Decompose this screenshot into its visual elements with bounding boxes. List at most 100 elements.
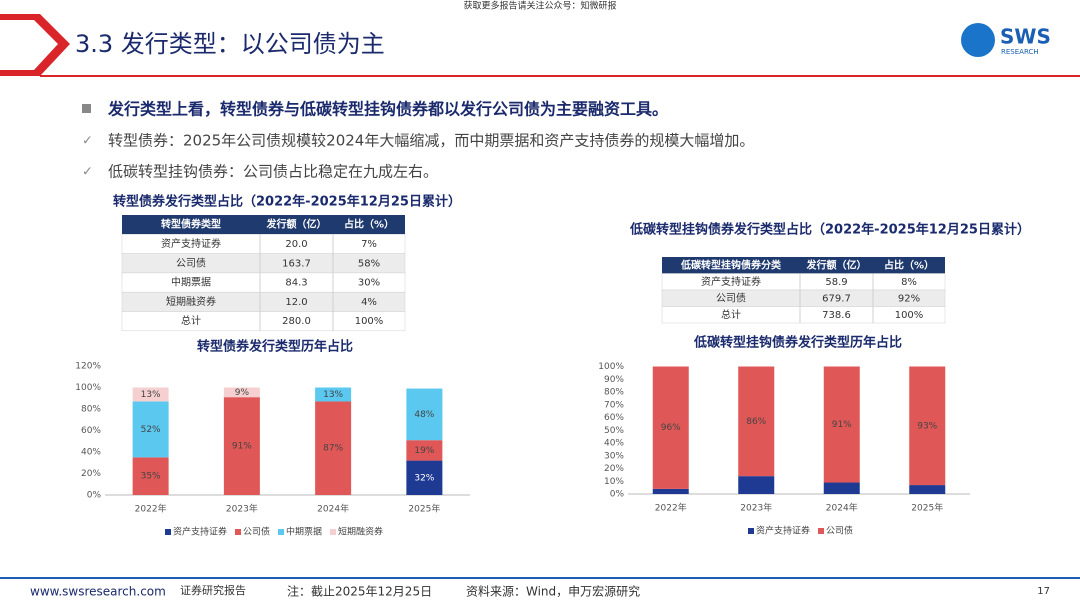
bar-segment: [406, 460, 443, 495]
table-cell: 公司债: [716, 291, 746, 304]
bullet: 发行类型上看，转型债券与低碳转型挂钩债券都以发行公司债为主要融资工具。: [107, 100, 668, 119]
table-header-cell: 占比（%）: [344, 218, 394, 231]
table-cell: 58%: [358, 258, 380, 269]
x-tick-label: 2024年: [826, 502, 858, 514]
legend-label: 中期票据: [286, 526, 322, 538]
bar-segment: [132, 401, 169, 458]
y-tick-label: 100%: [75, 383, 101, 393]
table-header-cell: 发行额（亿）: [266, 218, 327, 231]
table-header-cell: 占比（%）: [884, 258, 934, 271]
table-row-bg: [661, 306, 946, 324]
footer-site: www.swsresearch.com: [30, 585, 166, 599]
y-tick-label: 40%: [604, 439, 624, 449]
data-label: 48%: [414, 410, 434, 420]
chart-title: 转型债券发行类型历年占比: [197, 339, 353, 355]
logo-icon: [961, 23, 995, 57]
bar-segment: [132, 457, 169, 495]
data-label: 91%: [832, 420, 852, 430]
y-tick-label: 10%: [604, 477, 624, 487]
table-cell: 92%: [898, 293, 920, 304]
legend-label: 公司债: [826, 525, 853, 537]
y-tick-label: 20%: [604, 464, 624, 474]
y-tick-label: 50%: [604, 426, 624, 436]
y-tick-label: 60%: [81, 426, 101, 436]
legend-label: 资产支持证券: [756, 525, 810, 537]
y-tick-label: 100%: [598, 362, 624, 372]
table-cell: 总计: [181, 314, 201, 327]
data-label: 19%: [414, 446, 434, 456]
data-label: 52%: [141, 425, 161, 435]
data-label: 96%: [661, 423, 681, 433]
data-label: 91%: [232, 442, 252, 452]
data-label: 87%: [323, 444, 343, 454]
bar-segment: [223, 387, 260, 398]
y-tick-label: 80%: [604, 388, 624, 398]
bar-segment: [652, 488, 689, 494]
data-label: 86%: [746, 417, 766, 427]
legend-swatch: [278, 529, 284, 535]
bar-segment: [909, 366, 946, 486]
footer-source: 资料来源：Wind，申万宏源研究: [466, 584, 640, 599]
logo: SWS: [1000, 25, 1051, 49]
table-header-bg: [662, 257, 945, 274]
footer-note: 注：截止2025年12月25日: [287, 584, 432, 599]
table-cell: 280.0: [282, 316, 311, 327]
y-tick-label: 0%: [87, 491, 102, 501]
table-cell: 738.6: [822, 310, 851, 321]
table-cell: 20.0: [285, 239, 307, 250]
chart-title: 低碳转型挂钩债券发行类型历年占比: [693, 335, 902, 351]
footer-kind: 证券研究报告: [180, 583, 246, 597]
table-cell: 58.9: [825, 277, 847, 288]
bar-segment: [909, 485, 946, 494]
y-tick-label: 80%: [81, 405, 101, 415]
y-tick-label: 0%: [610, 490, 625, 500]
table-title: 转型债券发行类型占比（2022年-2025年12月25日累计）: [113, 194, 461, 210]
table-header-cell: 转型债券类型: [161, 218, 221, 231]
table-cell: 163.7: [282, 258, 311, 269]
table-cell: 12.0: [285, 297, 307, 308]
legend-label: 公司债: [243, 526, 270, 538]
bar-segment: [132, 387, 169, 402]
legend-swatch: [818, 528, 824, 534]
table-cell: 679.7: [822, 293, 851, 304]
x-tick-label: 2025年: [911, 502, 943, 514]
bullet: 转型债券：2025年公司债规模较2024年大幅缩减，而中期票据和资产支持债券的规…: [108, 132, 754, 150]
legend-label: 短期融资券: [338, 526, 383, 538]
bar-segment: [406, 388, 443, 441]
table-cell: 资产支持证券: [701, 275, 761, 288]
legend-swatch: [235, 529, 241, 535]
bar-segment: [315, 401, 352, 495]
bar-segment: [652, 366, 689, 489]
bar-segment: [738, 366, 775, 477]
data-label: 13%: [141, 390, 161, 400]
y-tick-label: 40%: [81, 448, 101, 458]
table-cell: 7%: [361, 239, 377, 250]
data-label: 9%: [235, 388, 250, 398]
bar-segment: [823, 482, 860, 494]
watermark: 获取更多报告请关注公众号：知微研报: [463, 0, 616, 12]
table-cell: 总计: [721, 308, 741, 321]
data-label: 35%: [141, 472, 161, 482]
table-cell: 资产支持证券: [161, 237, 221, 250]
x-tick-label: 2022年: [135, 503, 167, 515]
table-cell: 84.3: [285, 278, 307, 289]
logo-sub: RESEARCH: [1001, 48, 1039, 56]
x-tick-label: 2024年: [317, 503, 349, 515]
y-tick-label: 70%: [604, 400, 624, 410]
table-cell: 100%: [895, 310, 924, 321]
legend-swatch: [330, 529, 336, 535]
bullet: 低碳转型挂钩债券：公司债占比稳定在九成左右。: [108, 163, 438, 181]
x-tick-label: 2023年: [740, 502, 772, 514]
y-tick-label: 90%: [604, 375, 624, 385]
page-number: 17: [1037, 586, 1050, 597]
y-tick-label: 20%: [81, 469, 101, 479]
table-cell: 8%: [901, 277, 917, 288]
legend-swatch: [165, 529, 171, 535]
bar-segment: [738, 476, 775, 494]
check-icon: ✓: [82, 165, 93, 180]
y-tick-label: 120%: [75, 362, 101, 372]
table-header-cell: 低碳转型挂钩债券分类: [680, 258, 781, 271]
table-cell: 公司债: [176, 256, 206, 269]
y-tick-label: 60%: [604, 413, 624, 423]
